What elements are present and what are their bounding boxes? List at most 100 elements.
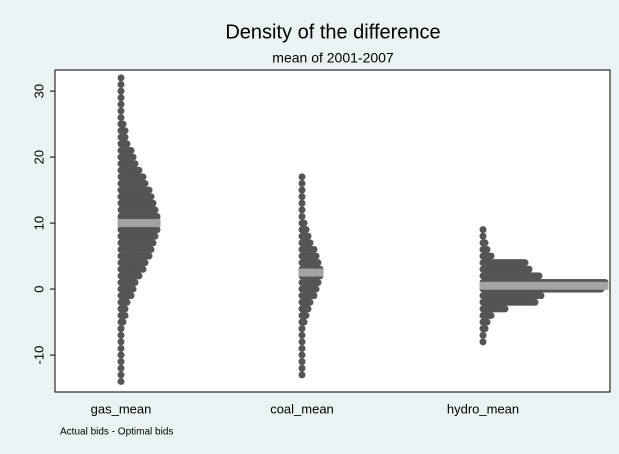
dot <box>117 87 125 95</box>
dot <box>149 239 157 247</box>
dot <box>141 179 149 187</box>
dot <box>298 351 306 359</box>
dot <box>117 351 125 359</box>
dot <box>151 232 159 240</box>
dot <box>119 120 127 128</box>
y-tick-label: -10 <box>31 346 46 365</box>
dot <box>483 245 491 253</box>
dot <box>117 331 125 339</box>
dot <box>121 305 129 313</box>
dot <box>123 140 131 148</box>
dot <box>306 239 314 247</box>
dot <box>314 278 322 286</box>
dot <box>147 245 155 253</box>
dot <box>312 285 320 293</box>
dot <box>479 226 487 234</box>
dot <box>119 318 127 326</box>
dot <box>298 186 306 194</box>
dot <box>117 74 125 82</box>
dot <box>537 292 545 300</box>
dot <box>481 325 489 333</box>
dot <box>117 364 125 372</box>
y-tick-label: 10 <box>31 216 46 230</box>
dot <box>525 265 533 273</box>
dot <box>298 206 306 214</box>
dot <box>117 377 125 385</box>
dot <box>298 325 306 333</box>
dot <box>298 358 306 366</box>
dot <box>127 147 135 154</box>
dot <box>121 127 129 135</box>
dot <box>487 252 495 260</box>
dot <box>139 173 147 181</box>
dot <box>298 193 306 201</box>
dot <box>145 186 153 194</box>
dot <box>117 107 125 115</box>
x-tick-label: coal_mean <box>270 401 334 416</box>
dot <box>310 245 318 253</box>
dot <box>139 265 147 273</box>
dot <box>312 252 320 260</box>
dot <box>306 298 314 306</box>
dot <box>121 311 129 319</box>
dot <box>487 311 495 319</box>
dot <box>117 325 125 333</box>
dot <box>117 344 125 352</box>
dot <box>117 114 125 122</box>
dot <box>298 371 306 379</box>
chart-subtitle: mean of 2001-2007 <box>272 50 394 66</box>
dot <box>151 206 159 214</box>
dot <box>135 272 143 280</box>
dot <box>531 298 539 306</box>
dot <box>304 232 312 240</box>
x-tick-label: hydro_mean <box>447 401 519 416</box>
dot <box>117 94 125 102</box>
dot <box>127 292 135 300</box>
chart-title: Density of the difference <box>225 21 440 43</box>
dot <box>310 292 318 300</box>
dot <box>153 226 161 234</box>
dot <box>141 259 149 267</box>
note: Actual bids - Optimal bids <box>60 427 173 438</box>
dot <box>481 239 489 247</box>
dot <box>117 358 125 366</box>
dot <box>300 219 308 227</box>
dot <box>129 285 137 293</box>
dot <box>302 226 310 234</box>
dot <box>304 305 312 313</box>
dot <box>145 252 153 260</box>
dot <box>123 298 131 306</box>
dot <box>117 338 125 346</box>
dot <box>479 232 487 240</box>
dot <box>314 259 322 267</box>
dot <box>129 153 137 161</box>
center-line <box>117 219 161 228</box>
dot <box>149 199 157 207</box>
dot <box>298 344 306 352</box>
dot <box>521 259 529 267</box>
dot <box>298 364 306 372</box>
center-line <box>298 268 324 277</box>
dot <box>483 318 491 326</box>
dot <box>300 318 308 326</box>
dot <box>117 81 125 89</box>
dot <box>302 311 310 319</box>
dot <box>479 338 487 346</box>
y-tick-label: 0 <box>31 285 46 292</box>
dot <box>121 133 129 141</box>
dot <box>298 199 306 207</box>
dot <box>298 212 306 220</box>
dot <box>153 212 161 220</box>
dot <box>147 193 155 201</box>
x-tick-label: gas_mean <box>91 401 152 416</box>
center-line <box>479 281 609 290</box>
dot <box>135 166 143 174</box>
dot <box>298 331 306 339</box>
dot <box>131 160 139 168</box>
dot <box>298 338 306 346</box>
dot <box>117 371 125 379</box>
dot <box>535 272 543 280</box>
dot <box>298 179 306 187</box>
